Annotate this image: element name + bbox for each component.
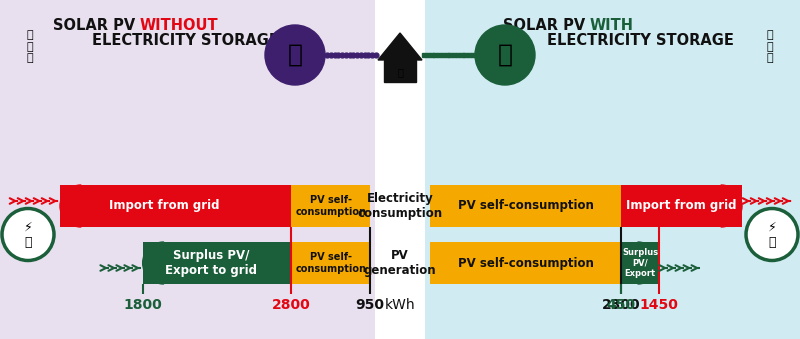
Polygon shape xyxy=(378,33,422,60)
Text: ELECTRICITY STORAGE: ELECTRICITY STORAGE xyxy=(91,33,278,48)
Bar xyxy=(425,0,800,339)
Bar xyxy=(291,185,370,227)
Bar xyxy=(375,0,425,339)
Text: 🔌: 🔌 xyxy=(397,67,403,77)
Bar xyxy=(430,185,622,227)
Text: Electricity
consumption: Electricity consumption xyxy=(358,192,442,220)
Circle shape xyxy=(475,25,535,85)
Text: 📱
💿
📷: 📱 💿 📷 xyxy=(26,30,34,63)
Text: Surplus PV/
Export to grid: Surplus PV/ Export to grid xyxy=(165,249,257,277)
Bar xyxy=(0,0,375,339)
Text: ELECTRICITY STORAGE: ELECTRICITY STORAGE xyxy=(546,33,734,48)
Circle shape xyxy=(746,208,798,260)
Text: SOLAR PV: SOLAR PV xyxy=(53,18,140,33)
Bar xyxy=(430,242,622,284)
Text: WITH: WITH xyxy=(590,18,634,33)
Text: PV self-
consumption: PV self- consumption xyxy=(295,195,366,217)
Text: kWh: kWh xyxy=(385,298,415,312)
Text: PV self-consumption: PV self-consumption xyxy=(458,257,594,270)
Text: 950: 950 xyxy=(355,298,385,312)
Circle shape xyxy=(2,208,54,260)
Text: Surplus
PV/
Export: Surplus PV/ Export xyxy=(622,248,658,278)
Bar xyxy=(384,60,416,82)
Wedge shape xyxy=(142,242,164,284)
Wedge shape xyxy=(721,185,742,227)
Text: SOLAR PV: SOLAR PV xyxy=(502,18,590,33)
Text: Import from grid: Import from grid xyxy=(109,199,219,213)
Bar xyxy=(60,185,291,227)
Wedge shape xyxy=(638,242,659,284)
Text: 🔆: 🔆 xyxy=(287,43,302,67)
Text: ⚡
🗼: ⚡ 🗼 xyxy=(768,220,776,248)
Text: 450: 450 xyxy=(606,298,636,312)
Circle shape xyxy=(265,25,325,85)
Text: WITHOUT: WITHOUT xyxy=(140,18,218,33)
Text: 📱
💿
📷: 📱 💿 📷 xyxy=(766,30,774,63)
Text: 2800: 2800 xyxy=(272,298,311,312)
Text: PV self-
consumption: PV self- consumption xyxy=(295,252,366,274)
Text: 1800: 1800 xyxy=(123,298,162,312)
Text: PV self-consumption: PV self-consumption xyxy=(458,199,594,213)
Text: ⚡
🗼: ⚡ 🗼 xyxy=(24,220,32,248)
Bar xyxy=(622,185,742,227)
Bar xyxy=(622,242,659,284)
Text: PV
generation: PV generation xyxy=(364,249,436,277)
Wedge shape xyxy=(60,185,81,227)
Text: 1450: 1450 xyxy=(639,298,678,312)
Bar xyxy=(142,242,291,284)
Text: 2300: 2300 xyxy=(602,298,641,312)
Text: 🔆: 🔆 xyxy=(498,43,513,67)
Bar xyxy=(291,242,370,284)
Text: Import from grid: Import from grid xyxy=(626,199,737,213)
